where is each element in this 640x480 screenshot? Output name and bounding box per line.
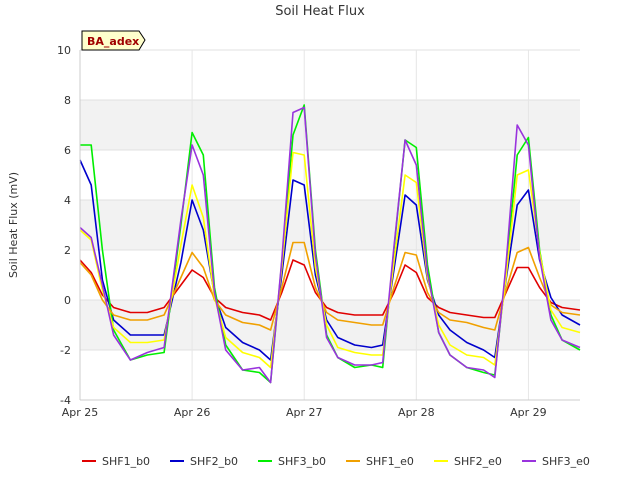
y-tick-label: 4 [64, 194, 71, 207]
y-axis-label: Soil Heat Flux (mV) [7, 172, 20, 278]
x-tick-label: Apr 28 [398, 406, 435, 419]
band-6-to-8 [80, 100, 580, 150]
legend-label-shf3-b0: SHF3_b0 [278, 455, 326, 468]
y-tick-label: 8 [64, 94, 71, 107]
y-tick-label: -2 [60, 344, 71, 357]
band-4-to-6 [80, 150, 580, 200]
y-tick-label: 10 [57, 44, 71, 57]
site-badge: BA_adex [81, 30, 146, 51]
x-tick-label: Apr 27 [286, 406, 323, 419]
y-tick-label: 2 [64, 244, 71, 257]
legend-label-shf2-b0: SHF2_b0 [190, 455, 238, 468]
band-8-to-10 [80, 50, 580, 100]
x-tick-labels: Apr 25 Apr 26 Apr 27 Apr 28 Apr 29 [62, 406, 547, 419]
y-tick-label: 6 [64, 144, 71, 157]
band--4-to--2 [80, 350, 580, 400]
site-badge-label: BA_adex [87, 35, 139, 48]
band-0-to-2 [80, 250, 580, 300]
band-2-to-4 [80, 200, 580, 250]
y-tick-labels: -4 -2 0 2 4 6 8 10 [57, 44, 71, 407]
legend-label-shf2-e0: SHF2_e0 [454, 455, 502, 468]
x-tick-label: Apr 25 [62, 406, 99, 419]
y-tick-label: -4 [60, 394, 71, 407]
legend: SHF1_b0 SHF2_b0 SHF3_b0 SHF1_e0 SHF2_e0 SHF3_… [82, 455, 590, 468]
x-tick-label: Apr 29 [510, 406, 547, 419]
x-tick-label: Apr 26 [174, 406, 211, 419]
plot-background [80, 50, 580, 400]
legend-label-shf3-e0: SHF3_e0 [542, 455, 590, 468]
series-lines [79, 104, 581, 384]
site-badge-shape [81, 30, 146, 51]
legend-label-shf1-e0: SHF1_e0 [366, 455, 414, 468]
series-line-shf3-e0 [79, 106, 581, 384]
legend-label-shf1-b0: SHF1_b0 [102, 455, 150, 468]
y-gridlines [80, 49, 580, 401]
y-tick-label: 0 [64, 294, 71, 307]
chart-title: Soil Heat Flux [275, 4, 365, 19]
